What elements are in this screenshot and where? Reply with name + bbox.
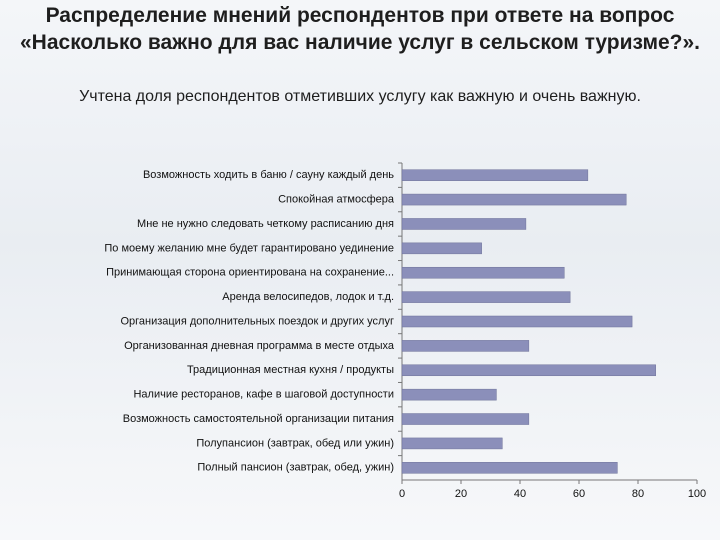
bar (401, 218, 527, 230)
bar (401, 388, 497, 401)
bar (401, 437, 503, 450)
bar (401, 193, 627, 206)
y-tick-label: Мне не нужно следовать четкому расписани… (137, 218, 394, 230)
y-tick-label: Возможность самостоятельной организации … (123, 413, 394, 425)
bar (401, 413, 530, 425)
x-tick-label: 20 (455, 488, 467, 500)
y-tick-label: Полупансион (завтрак, обед или ужин) (196, 437, 394, 449)
bar (401, 462, 618, 474)
y-tick-label: По моему желанию мне будет гарантировано… (104, 242, 394, 254)
bar (401, 340, 530, 352)
bar (401, 242, 482, 255)
x-tick-label: 0 (399, 488, 405, 500)
y-tick-label: Принимающая сторона ориентирована на сох… (106, 267, 394, 279)
x-tick-label: 60 (573, 488, 585, 500)
y-tick-label: Аренда велосипедов, лодок и т.д. (222, 291, 394, 303)
y-tick-label: Организация дополнительных поездок и дру… (120, 315, 394, 327)
x-tick-label: 80 (632, 488, 644, 500)
y-tick-label: Спокойная атмосфера (278, 193, 395, 205)
bar (401, 266, 565, 279)
y-tick-label: Традиционная местная кухня / продукты (187, 364, 394, 376)
y-tick-label: Возможность ходить в баню / сауну каждый… (143, 169, 394, 181)
y-tick-label: Организованная дневная программа в месте… (124, 340, 395, 352)
slide-subtitle: Учтена доля респондентов отметивших услу… (79, 88, 641, 105)
x-tick-label: 40 (514, 488, 526, 500)
bar (401, 169, 589, 181)
y-tick-label: Полный пансион (завтрак, обед, ужин) (197, 462, 394, 474)
bar (401, 364, 656, 377)
bar (401, 291, 571, 303)
y-tick-label: Наличие ресторанов, кафе в шаговой досту… (133, 389, 394, 401)
bar (401, 315, 633, 328)
x-tick-label: 100 (688, 488, 706, 500)
slide-title: Распределение мнений респондентов при от… (20, 4, 701, 54)
